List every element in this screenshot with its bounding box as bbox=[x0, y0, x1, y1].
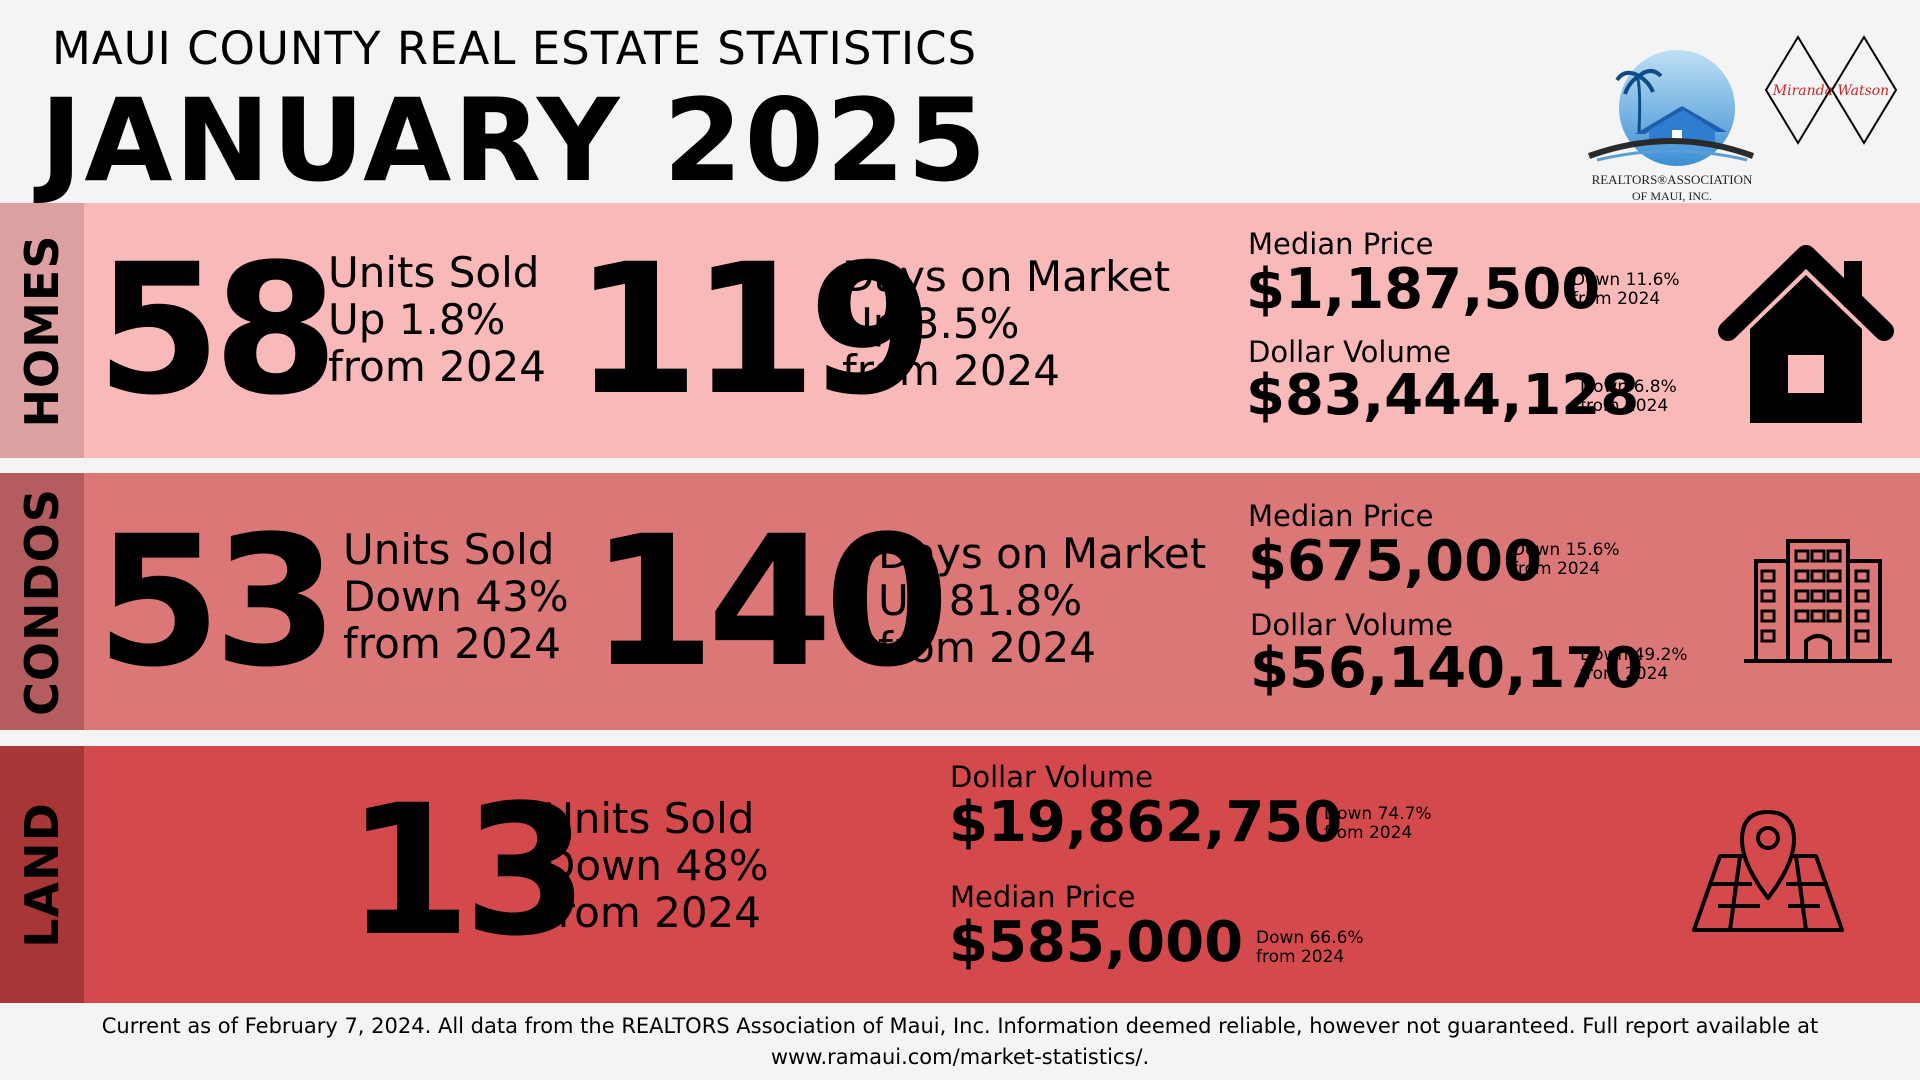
building-icon bbox=[1742, 537, 1894, 669]
condos-median-price-label: Median Price bbox=[1248, 499, 1434, 533]
condos-side-bar: CONDOS bbox=[0, 473, 84, 730]
homes-label: HOMES bbox=[15, 234, 69, 427]
condos-days-on-market-number: 140 bbox=[590, 498, 950, 707]
condos-units-sold-text: Units Sold Down 43% from 2024 bbox=[343, 525, 569, 668]
land-dollar-volume-label: Dollar Volume bbox=[950, 760, 1153, 794]
homes-dollar-volume-change: Down 6.8% from 2024 bbox=[1580, 377, 1677, 416]
land-section: LAND 13 Units Sold Down 48% from 2024 Do… bbox=[0, 746, 1920, 1003]
condos-section: CONDOS 53 Units Sold Down 43% from 2024 … bbox=[0, 473, 1920, 730]
svg-text:REALTORS®ASSOCIATION: REALTORS®ASSOCIATION bbox=[1592, 172, 1753, 187]
condos-dollar-volume-change: Down 49.2% from 2024 bbox=[1580, 645, 1688, 684]
homes-median-price-value: $1,187,500 bbox=[1246, 257, 1601, 322]
homes-median-price-change: Down 11.6% from 2024 bbox=[1572, 270, 1680, 309]
land-median-price-value: $585,000 bbox=[949, 910, 1244, 975]
homes-units-sold-text: Units Sold Up 1.8% from 2024 bbox=[328, 248, 546, 391]
land-median-price-label: Median Price bbox=[950, 880, 1136, 914]
land-side-bar: LAND bbox=[0, 746, 84, 1003]
condos-dollar-volume-label: Dollar Volume bbox=[1250, 608, 1453, 642]
homes-dollar-volume-label: Dollar Volume bbox=[1248, 335, 1451, 369]
page-title: JANUARY 2025 bbox=[40, 74, 989, 207]
svg-text:OF MAUI, INC.: OF MAUI, INC. bbox=[1632, 189, 1712, 203]
condos-units-sold-number: 53 bbox=[96, 498, 338, 707]
land-label: LAND bbox=[15, 801, 69, 948]
condos-label: CONDOS bbox=[15, 487, 69, 716]
land-units-sold-text: Units Sold Down 48% from 2024 bbox=[543, 794, 769, 937]
svg-text:Miranda Watson: Miranda Watson bbox=[1772, 83, 1889, 99]
condos-median-price-change: Down 15.6% from 2024 bbox=[1512, 540, 1620, 579]
homes-days-on-market-number: 119 bbox=[574, 226, 934, 435]
condos-median-price-value: $675,000 bbox=[1248, 529, 1543, 594]
land-units-sold-number: 13 bbox=[346, 767, 588, 976]
page-subtitle: MAUI COUNTY REAL ESTATE STATISTICS bbox=[52, 22, 978, 75]
footer-line-1: Current as of February 7, 2024. All data… bbox=[101, 1014, 1819, 1038]
footer-disclaimer: Current as of February 7, 2024. All data… bbox=[0, 1011, 1920, 1073]
map-pin-icon bbox=[1690, 806, 1846, 940]
homes-days-on-market-text: Days on Market Up 3.5% from 2024 bbox=[842, 252, 1171, 395]
land-dollar-volume-value: $19,862,750 bbox=[949, 790, 1343, 855]
homes-median-price-label: Median Price bbox=[1248, 227, 1434, 261]
homes-side-bar: HOMES bbox=[0, 203, 84, 458]
realtors-association-logo: REALTORS®ASSOCIATION OF MAUI, INC. bbox=[1577, 46, 1767, 206]
homes-dollar-volume-value: $83,444,128 bbox=[1246, 363, 1640, 428]
land-median-price-change: Down 66.6% from 2024 bbox=[1256, 928, 1364, 967]
footer-line-2[interactable]: www.ramaui.com/market-statistics/. bbox=[770, 1045, 1150, 1069]
house-icon bbox=[1716, 233, 1896, 429]
homes-units-sold-number: 58 bbox=[96, 226, 338, 435]
homes-section: HOMES 58 Units Sold Up 1.8% from 2024 11… bbox=[0, 203, 1920, 458]
land-dollar-volume-change: Down 74.7% from 2024 bbox=[1324, 804, 1432, 843]
condos-dollar-volume-value: $56,140,170 bbox=[1250, 636, 1644, 701]
condos-days-on-market-text: Days on Market Up 81.8% from 2024 bbox=[878, 529, 1207, 672]
signature-logo: Miranda Watson bbox=[1762, 34, 1900, 146]
